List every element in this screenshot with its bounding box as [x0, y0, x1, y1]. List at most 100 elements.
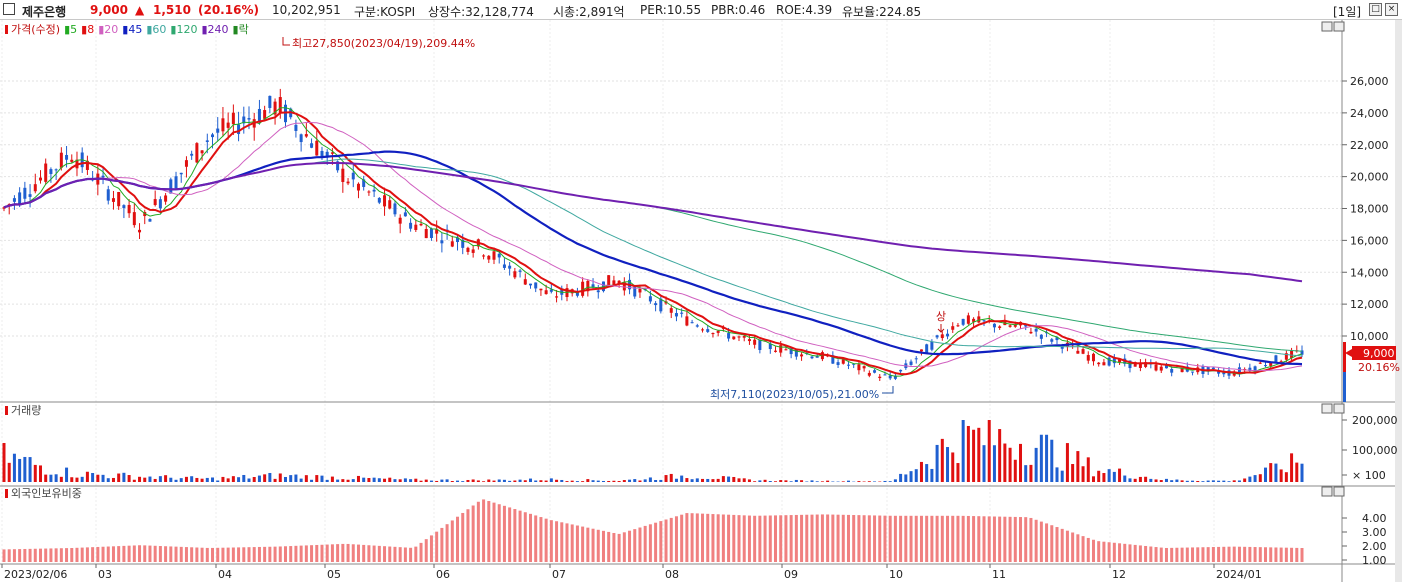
- price-tag-arrow-icon: [1345, 349, 1352, 357]
- candle-body: [940, 334, 944, 339]
- volume-bar: [1211, 480, 1215, 482]
- candle-body: [310, 143, 314, 148]
- volume-bar: [1144, 476, 1148, 482]
- candle-body: [966, 315, 970, 324]
- candle-body: [101, 175, 105, 178]
- volume-bar: [1274, 463, 1278, 482]
- candle-body: [356, 183, 360, 191]
- high-arrow-icon: [282, 37, 290, 46]
- candle-body: [544, 290, 548, 295]
- candle-body: [899, 369, 903, 372]
- foreign-bar: [1107, 542, 1111, 562]
- x-tick-label: 04: [218, 568, 232, 581]
- foreign-bar: [695, 513, 699, 562]
- x-tick-label: 05: [327, 568, 341, 581]
- volume-bar: [70, 477, 74, 482]
- volume-bar: [127, 475, 131, 482]
- price-change: 1,510: [153, 3, 191, 17]
- price-panel-controls[interactable]: [1321, 21, 1345, 32]
- foreign-bar: [930, 515, 934, 562]
- period-selector[interactable]: [1일]: [1333, 5, 1362, 19]
- volume-bar: [414, 478, 418, 482]
- volume-bar: [466, 479, 470, 482]
- candle-body: [372, 189, 376, 192]
- candle-body: [633, 286, 637, 297]
- candle-body: [304, 134, 308, 137]
- foreign-bar: [1149, 546, 1153, 562]
- foreign-bar: [263, 546, 267, 562]
- x-tick-label: 2023/02/06: [4, 568, 67, 581]
- foreign-bar: [482, 499, 486, 562]
- volume-bar: [987, 420, 991, 482]
- volume-bar: [1065, 443, 1069, 482]
- volume-bar: [252, 477, 256, 482]
- foreign-bar: [221, 547, 225, 562]
- volume-bar: [674, 478, 678, 482]
- volume-bar: [12, 453, 16, 482]
- foreign-panel-controls[interactable]: [1321, 486, 1345, 497]
- foreign-bar: [283, 546, 287, 562]
- maximize-icon[interactable]: □: [1369, 3, 1382, 16]
- foreign-bar: [497, 504, 501, 562]
- foreign-bar: [883, 515, 887, 562]
- foreign-bar: [1118, 543, 1122, 562]
- candle-body: [1086, 355, 1090, 361]
- today-range-bar-low: [1343, 372, 1346, 402]
- market-cap: 시총:2,891억: [553, 5, 625, 19]
- volume-bar: [951, 452, 955, 482]
- volume-bar: [1019, 443, 1023, 482]
- stock-chart[interactable]: 가격(수정) ▮5 ▮8 ▮20 ▮45 ▮60 ▮120 ▮240 ▮락 최고27,850(2…: [0, 20, 1402, 582]
- volume-panel-controls[interactable]: [1321, 403, 1345, 414]
- volume-bar: [1295, 462, 1299, 482]
- foreign-bar: [111, 546, 115, 562]
- volume-bar: [153, 478, 157, 482]
- foreign-bar: [1159, 547, 1163, 562]
- volume-bar: [1128, 478, 1132, 482]
- volume-bar: [289, 475, 293, 482]
- candle-body: [831, 355, 835, 364]
- window-icon[interactable]: [3, 3, 15, 15]
- volume-bar: [419, 480, 423, 482]
- upper-limit-marker: 상: [936, 310, 946, 323]
- foreign-bar: [867, 515, 871, 562]
- foreign-bar: [200, 547, 204, 562]
- volume-bar: [768, 481, 772, 482]
- volume-bar: [560, 479, 564, 482]
- candle-body: [336, 161, 340, 171]
- candle-body: [367, 191, 371, 193]
- candle-body: [497, 253, 501, 258]
- volume-bar: [1091, 476, 1095, 482]
- volume-tick-label: × 100: [1352, 469, 1386, 482]
- foreign-bar: [158, 546, 162, 562]
- volume-bar: [680, 475, 684, 482]
- volume-bar: [982, 445, 986, 482]
- candle-body: [174, 176, 178, 189]
- close-icon[interactable]: ×: [1385, 3, 1398, 16]
- volume-bar: [1206, 480, 1210, 482]
- foreign-bar: [1191, 547, 1195, 562]
- foreign-bar: [1284, 547, 1288, 562]
- volume-bar: [789, 481, 793, 482]
- volume-bar: [482, 481, 486, 482]
- foreign-bar: [643, 525, 647, 562]
- foreign-bar: [1024, 517, 1028, 562]
- foreign-bar: [1258, 547, 1262, 562]
- volume-bar: [310, 479, 314, 482]
- volume-bar: [1164, 478, 1168, 482]
- foreign-bar: [1138, 545, 1142, 562]
- volume-bar: [164, 475, 168, 482]
- volume-bar: [1269, 463, 1273, 482]
- x-tick-label: 08: [665, 568, 679, 581]
- foreign-bar: [7, 549, 11, 562]
- candle-body: [862, 366, 866, 369]
- candle-body: [1206, 366, 1210, 372]
- volume-bar: [622, 480, 626, 482]
- candle-body: [1102, 362, 1106, 366]
- candle-body: [1274, 355, 1278, 362]
- volume-bar: [841, 481, 845, 482]
- candle-body: [85, 160, 89, 170]
- volume-bar: [237, 477, 241, 482]
- volume-bar: [883, 480, 887, 482]
- foreign-bar: [294, 545, 298, 562]
- foreign-bar: [836, 514, 840, 562]
